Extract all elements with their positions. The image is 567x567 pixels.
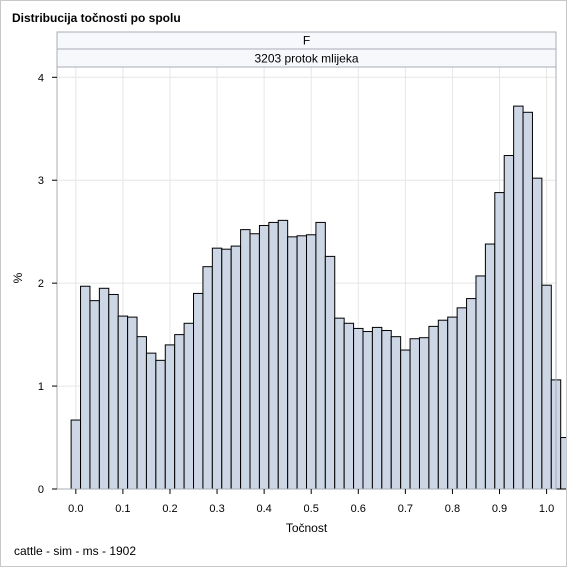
histogram-bar	[258, 225, 270, 490]
x-axis-title: Točnost	[286, 521, 328, 535]
histogram-bar	[371, 326, 383, 490]
x-tick-label: 0.5	[304, 503, 319, 515]
histogram-bar	[277, 219, 289, 490]
histogram-bar	[428, 325, 439, 490]
histogram-bar	[249, 233, 260, 490]
panel-header-2-label: 3203 protok mlijeka	[254, 52, 358, 66]
plot-frame	[56, 66, 557, 490]
histogram-bar	[174, 334, 185, 490]
histogram-bar	[503, 155, 515, 490]
histogram-bar	[98, 287, 110, 490]
histogram-bar	[117, 315, 129, 490]
histogram-bar	[136, 336, 147, 490]
x-tick-label: 0.3	[209, 503, 224, 515]
histogram-bar	[164, 344, 176, 490]
x-tick-label: 0.1	[115, 503, 130, 515]
y-tick-label: 3	[38, 175, 44, 187]
histogram-bar	[193, 292, 204, 490]
histogram-bar	[127, 316, 138, 490]
histogram-bar	[381, 329, 392, 490]
histogram-bar	[409, 338, 420, 490]
panel-headers: F 3203 protok mlijeka	[56, 31, 557, 68]
bars-layer	[70, 105, 566, 490]
footnote: cattle - sim - ms - 1902	[14, 544, 137, 558]
histogram-bar	[268, 221, 279, 490]
histogram-bar	[296, 235, 307, 490]
histogram-bar	[362, 331, 373, 490]
x-tick-label: 0.8	[445, 503, 460, 515]
x-tick-label: 0.7	[398, 503, 413, 515]
histogram-bar	[475, 275, 486, 490]
histogram-bar	[484, 243, 496, 490]
y-tick-label: 4	[38, 72, 44, 84]
histogram-bar	[221, 248, 232, 490]
x-tick-label: 1.0	[539, 503, 554, 515]
histogram-bar	[155, 359, 166, 490]
histogram-bar	[202, 266, 213, 490]
y-axis-title: %	[11, 272, 25, 283]
histogram-bar	[334, 317, 345, 490]
histogram-bar	[183, 322, 195, 490]
histogram-bar	[418, 337, 430, 490]
histogram-bar	[230, 245, 242, 490]
histogram-bar	[315, 221, 326, 490]
histogram-bar	[390, 336, 402, 490]
chart-title: Distribucija točnosti po spolu	[12, 11, 181, 25]
histogram-bar	[324, 255, 336, 490]
histogram-bar	[80, 285, 91, 490]
histogram-bar	[211, 247, 223, 490]
panel-header-1-label: F	[303, 34, 310, 48]
x-tick-label: 0.4	[256, 503, 271, 515]
histogram-bar	[353, 327, 364, 490]
histogram-bar	[531, 177, 543, 490]
x-tick-label: 0.9	[492, 503, 507, 515]
histogram-bar	[287, 236, 298, 490]
y-tick-label: 2	[38, 278, 44, 290]
x-tick-label: 0.2	[162, 503, 177, 515]
histogram-bar	[343, 322, 355, 490]
histogram-bar	[522, 111, 533, 490]
histogram-bar	[513, 105, 524, 490]
histogram-bar	[70, 419, 82, 490]
x-tick-label: 0.6	[351, 503, 366, 515]
y-tick-label: 0	[38, 484, 44, 496]
y-tick-label: 1	[38, 381, 44, 393]
histogram-bar	[560, 437, 566, 490]
histogram-bar	[400, 349, 411, 490]
histogram-bar	[466, 298, 477, 490]
ticks-layer: 0.0 0.1 0.2 0.3 0.4 0.5 0.6 0.7 0.8 0.9 1.0 0 1 2 3 4	[38, 72, 554, 515]
histogram-bar	[494, 192, 505, 490]
histogram-bar	[541, 284, 552, 490]
histogram-bar	[447, 316, 458, 490]
histogram-bar	[306, 234, 317, 490]
histogram-bar	[456, 307, 468, 490]
histogram-bar	[145, 352, 157, 490]
histogram-bar	[240, 229, 251, 490]
histogram-bar	[437, 319, 449, 490]
histogram-bar	[108, 293, 119, 490]
x-tick-label: 0.0	[68, 503, 83, 515]
histogram-bar	[89, 300, 100, 490]
